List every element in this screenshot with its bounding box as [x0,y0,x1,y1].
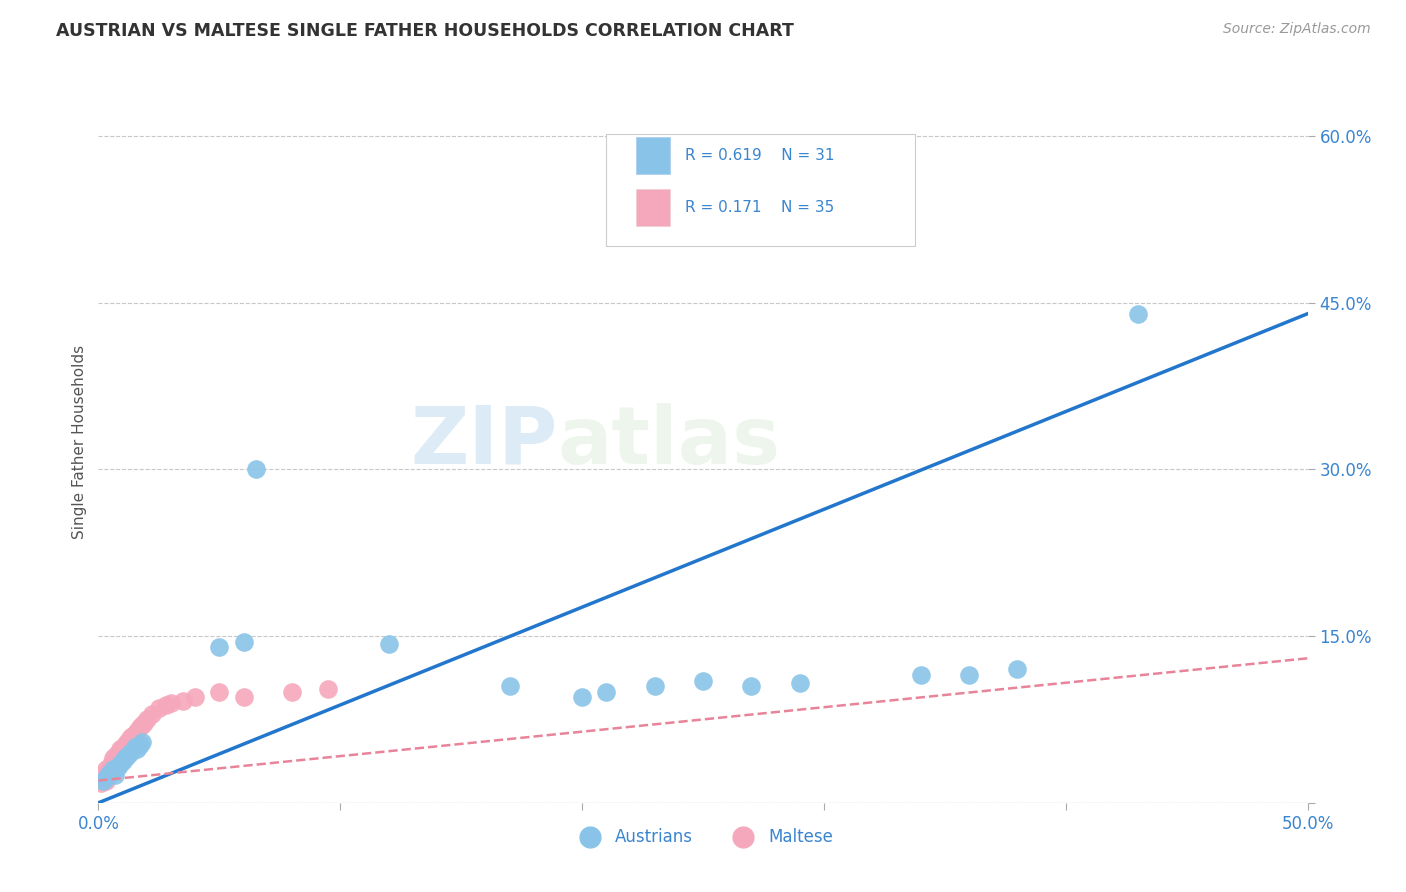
Point [108,742,131,756]
Point [155,698,177,712]
FancyBboxPatch shape [637,136,671,174]
Point [1128,307,1150,321]
Point [172,693,194,707]
Point [101,751,124,765]
Point [104,756,127,771]
FancyBboxPatch shape [637,188,671,227]
Point [94,773,117,788]
Point [104,749,127,764]
Point [117,749,139,764]
Point [316,682,339,697]
Point [91,773,114,788]
Point [160,696,183,710]
Point [571,690,593,705]
Point [101,763,124,777]
Point [94,772,117,786]
Point [114,751,136,765]
Point [1007,662,1029,676]
Text: Source: ZipAtlas.com: Source: ZipAtlas.com [1223,22,1371,37]
Point [114,738,136,752]
Point [595,684,617,698]
Point [117,734,139,748]
Point [141,706,163,721]
Point [740,679,762,693]
Point [111,754,134,768]
Point [128,720,150,734]
Point [910,668,932,682]
Point [118,731,141,746]
Point [789,675,811,690]
Point [208,640,231,655]
Text: R = 0.619    N = 31: R = 0.619 N = 31 [685,148,834,163]
Point [121,729,143,743]
Point [94,763,117,777]
Point [111,740,134,755]
Point [107,760,129,774]
Point [127,742,149,756]
Point [91,772,114,786]
Point [281,684,304,698]
Point [131,734,153,748]
Text: ZIP: ZIP [411,402,558,481]
Point [208,684,231,698]
Point [124,727,146,741]
Point [127,723,149,738]
Point [135,713,157,727]
Point [232,634,254,648]
Point [118,746,141,760]
Point [100,760,122,774]
Point [377,637,399,651]
Point [498,679,520,693]
FancyBboxPatch shape [606,135,915,246]
Text: atlas: atlas [558,402,780,481]
Point [148,701,170,715]
Point [107,746,129,760]
Point [692,673,714,688]
Point [957,668,980,682]
Point [97,764,120,779]
Point [245,462,267,476]
Point [184,690,207,705]
Text: R = 0.171    N = 35: R = 0.171 N = 35 [685,200,834,215]
Point [97,768,120,782]
Legend: Austrians, Maltese: Austrians, Maltese [567,821,839,852]
Point [232,690,254,705]
Point [124,740,146,755]
Point [108,756,131,771]
Point [100,764,122,779]
Point [101,754,124,768]
Point [100,756,122,771]
Point [128,738,150,752]
Point [104,768,127,782]
Point [90,776,112,790]
Point [131,718,153,732]
Text: AUSTRIAN VS MALTESE SINGLE FATHER HOUSEHOLDS CORRELATION CHART: AUSTRIAN VS MALTESE SINGLE FATHER HOUSEH… [56,22,794,40]
Y-axis label: Single Father Households: Single Father Households [72,344,87,539]
Point [644,679,666,693]
Point [91,768,114,782]
Point [134,715,156,730]
